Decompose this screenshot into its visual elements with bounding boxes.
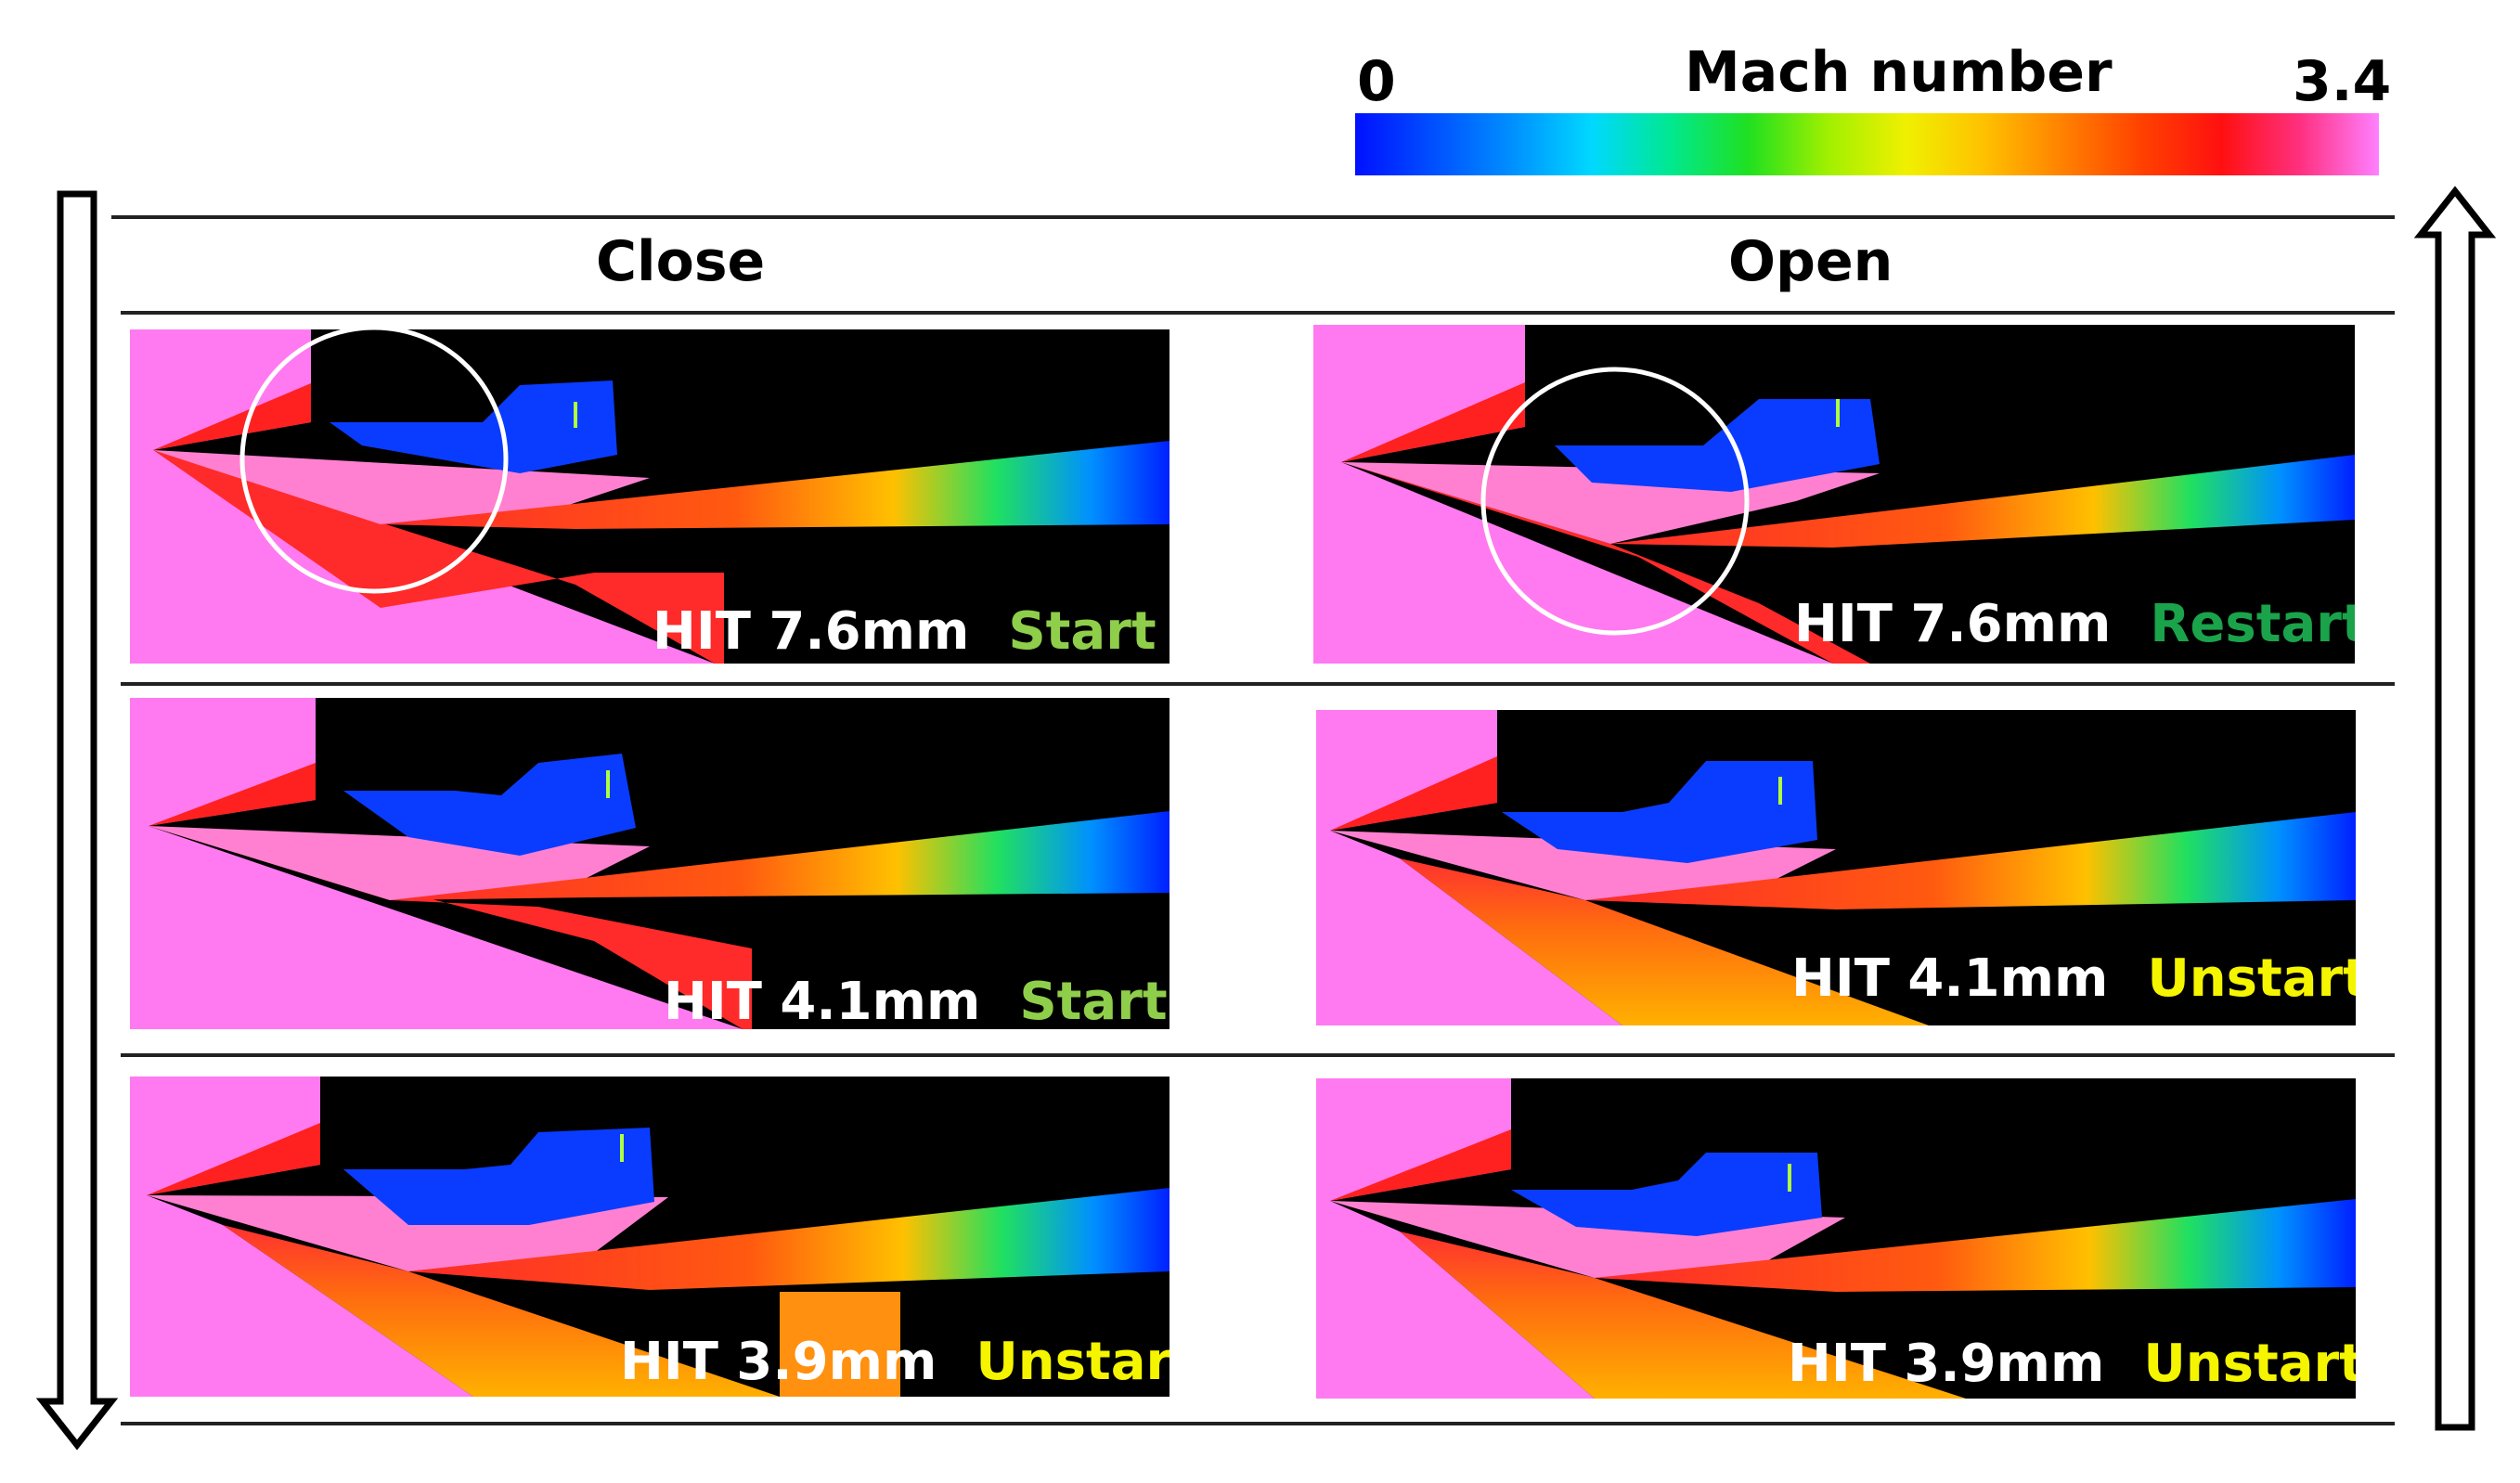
open-panel-2: HIT 4.1mm Unstart bbox=[1316, 710, 2356, 1025]
status-label: Start bbox=[1019, 972, 1168, 1029]
colorbar-max-label: 3.4 bbox=[2293, 49, 2392, 114]
status-label: Unstart bbox=[2147, 948, 2356, 1009]
hit-label: HIT 4.1mm bbox=[1791, 948, 2109, 1009]
close-panel-3: HIT 3.9mm Unstart bbox=[130, 1077, 1170, 1397]
arrow-down-icon bbox=[35, 190, 119, 1451]
colorbar-title: Mach number bbox=[1685, 40, 2113, 105]
hit-label: HIT 3.9mm bbox=[620, 1332, 937, 1392]
table-bottom-line bbox=[121, 1422, 2395, 1425]
arrow-up-icon bbox=[2413, 186, 2497, 1431]
panel-caption: HIT 7.6mm Restart bbox=[1794, 599, 2355, 651]
mach-colorbar bbox=[1355, 113, 2379, 175]
panel-caption: HIT 4.1mm Unstart bbox=[1791, 953, 2356, 1005]
status-label: Unstart bbox=[2143, 1334, 2356, 1394]
header-divider bbox=[121, 311, 2395, 315]
close-panel-2: HIT 4.1mm Start bbox=[130, 698, 1170, 1029]
status-label: Start bbox=[1008, 601, 1157, 662]
hit-label: HIT 3.9mm bbox=[1788, 1334, 2105, 1394]
status-label: Unstart bbox=[976, 1332, 1170, 1392]
colorbar-min-label: 0 bbox=[1357, 49, 1396, 114]
column-header-close: Close bbox=[596, 229, 766, 294]
open-panel-1: HIT 7.6mm Restart bbox=[1313, 325, 2355, 664]
row-divider-1 bbox=[121, 682, 2395, 686]
panel-caption: HIT 7.6mm Start bbox=[653, 606, 1157, 658]
panel-caption: HIT 4.1mm Start bbox=[664, 976, 1168, 1028]
panel-caption: HIT 3.9mm Unstart bbox=[620, 1336, 1170, 1388]
hit-label: HIT 4.1mm bbox=[664, 972, 981, 1029]
hit-label: HIT 7.6mm bbox=[1794, 594, 2112, 654]
column-header-open: Open bbox=[1728, 229, 1893, 294]
open-panel-3: HIT 3.9mm Unstart bbox=[1316, 1078, 2356, 1399]
table-top-line bbox=[111, 215, 2395, 219]
hit-label: HIT 7.6mm bbox=[653, 601, 970, 662]
status-label: Restart bbox=[2150, 594, 2355, 654]
close-panel-1: HIT 7.6mm Start bbox=[130, 329, 1170, 664]
panel-caption: HIT 3.9mm Unstart bbox=[1788, 1338, 2356, 1390]
row-divider-2 bbox=[121, 1053, 2395, 1057]
